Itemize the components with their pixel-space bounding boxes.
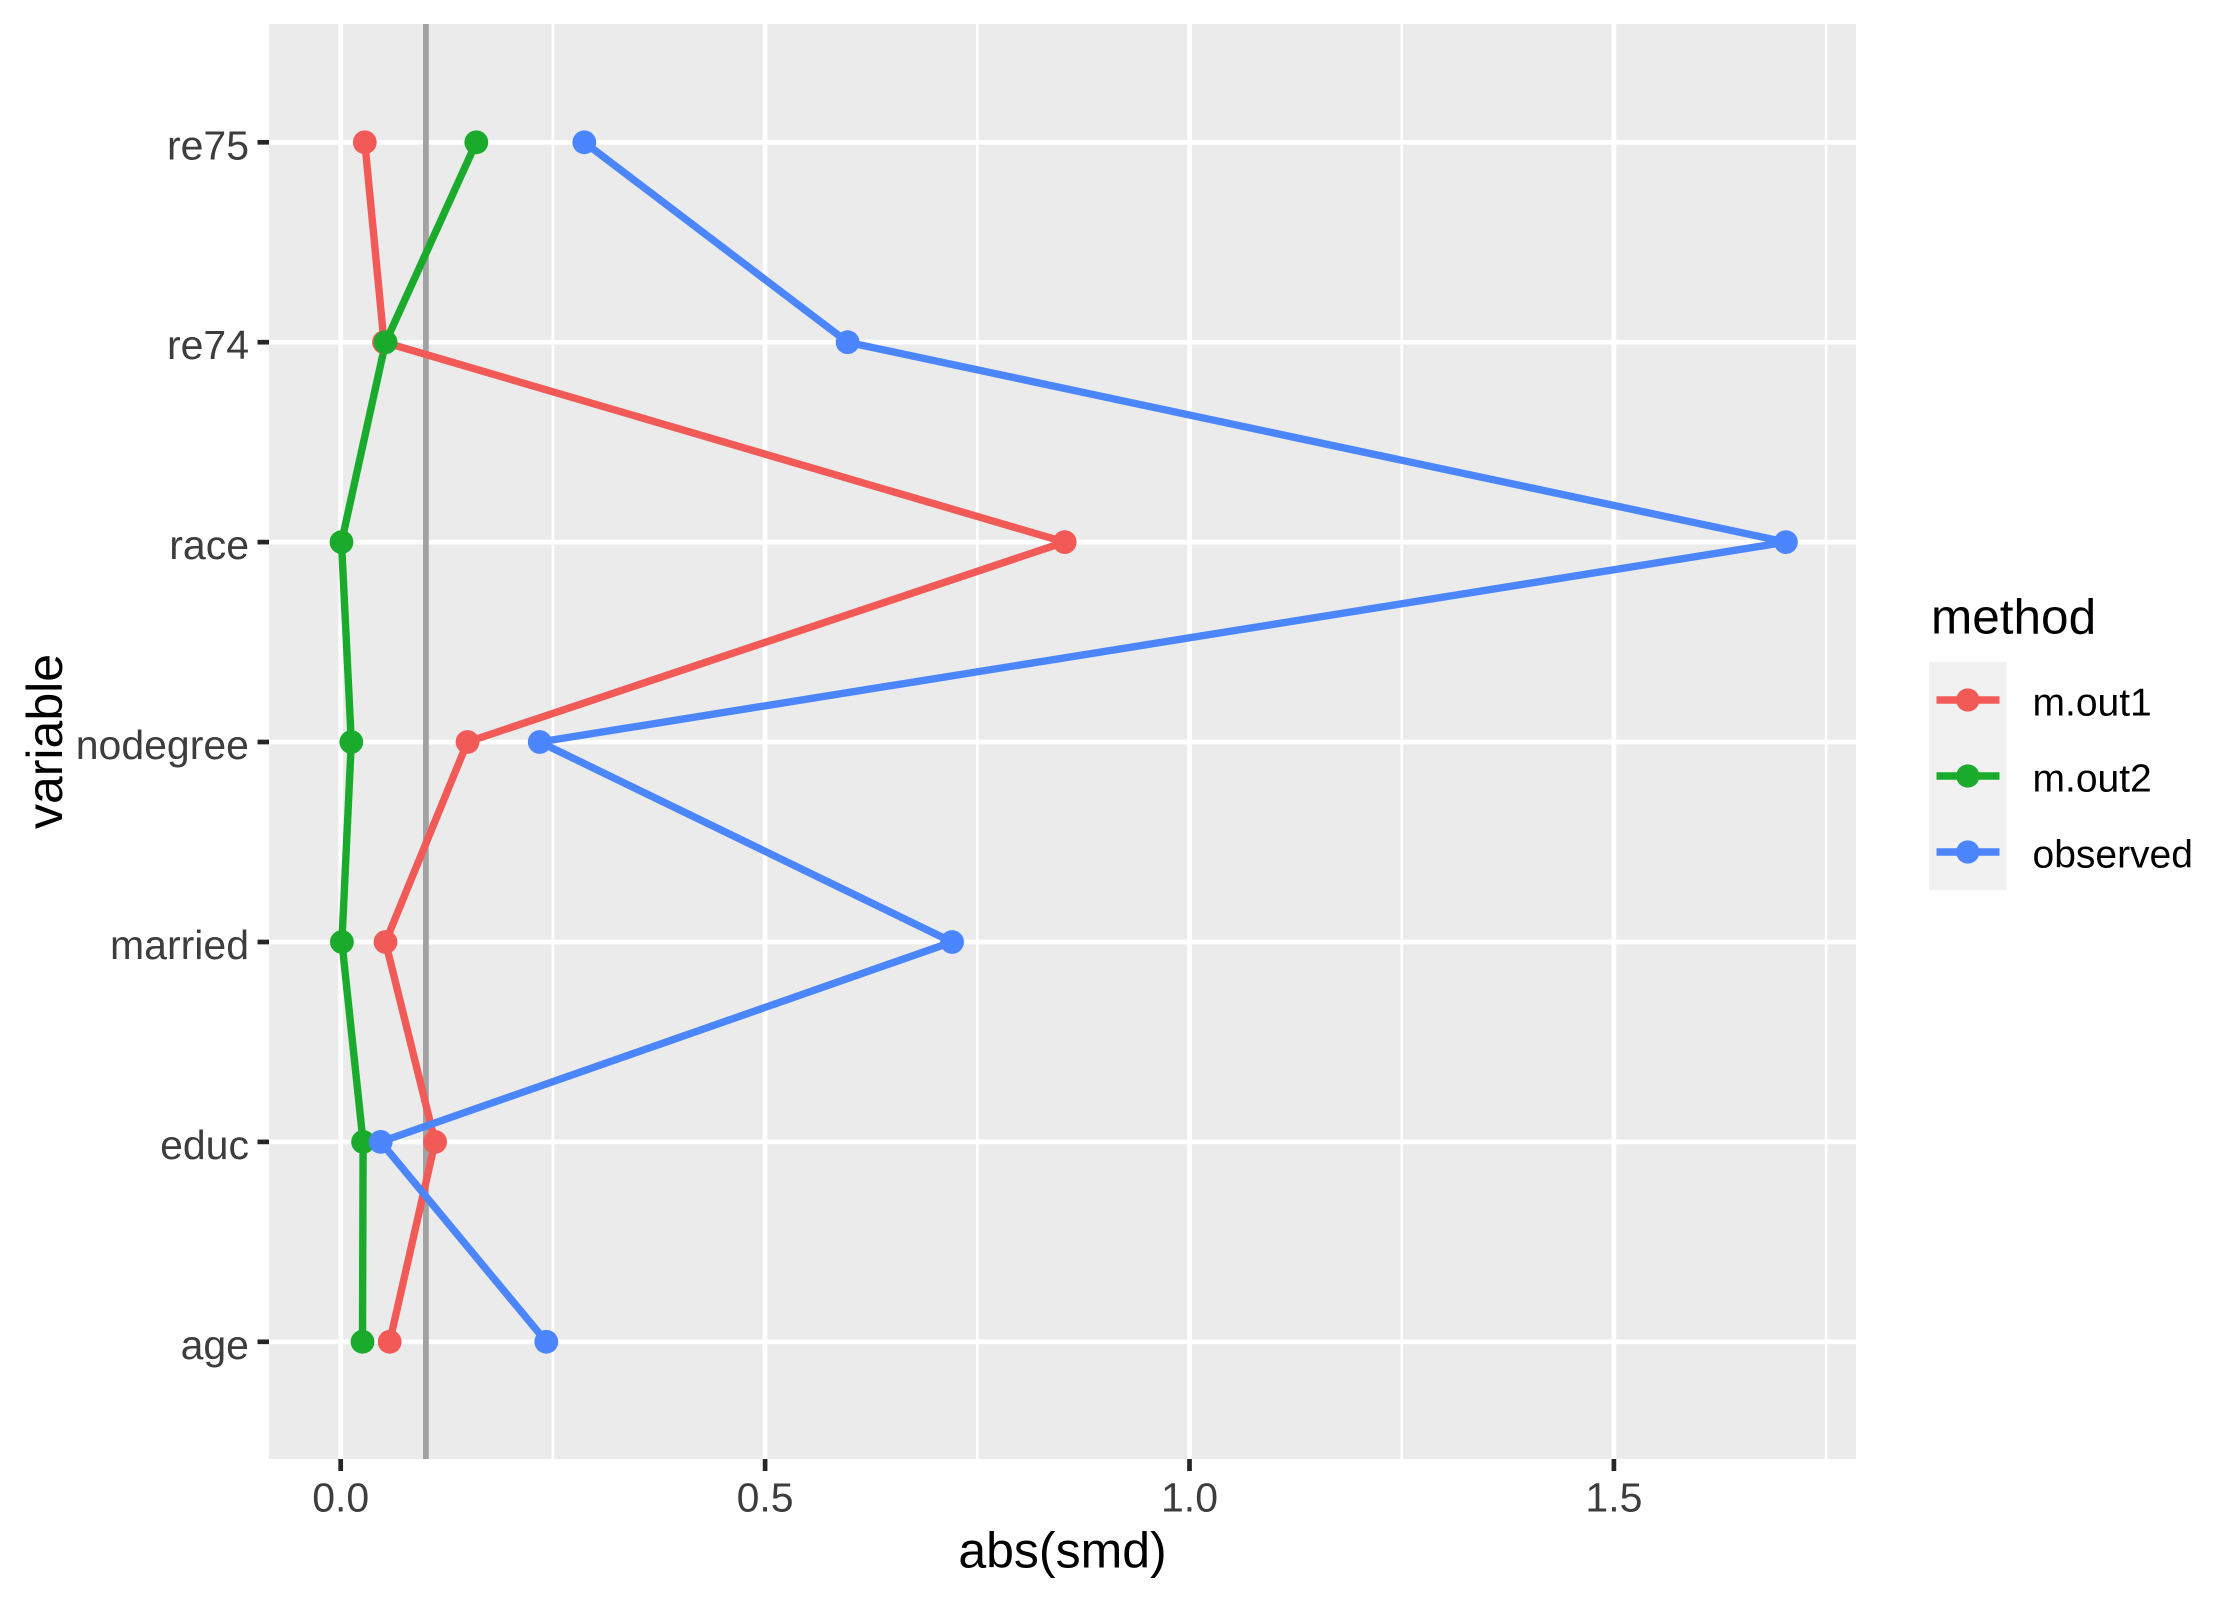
svg-text:nodegree: nodegree	[76, 722, 249, 768]
svg-text:1.0: 1.0	[1161, 1475, 1218, 1521]
svg-text:educ: educ	[160, 1122, 249, 1168]
svg-text:variable: variable	[17, 654, 73, 829]
svg-text:race: race	[169, 522, 249, 568]
svg-text:age: age	[181, 1322, 249, 1368]
svg-text:m.out1: m.out1	[2033, 682, 2152, 725]
svg-text:re74: re74	[167, 322, 249, 368]
svg-text:married: married	[110, 922, 249, 968]
svg-text:method: method	[1931, 590, 2096, 645]
svg-text:re75: re75	[167, 122, 249, 168]
svg-text:observed: observed	[2033, 834, 2193, 877]
svg-text:0.0: 0.0	[312, 1475, 369, 1521]
svg-text:0.5: 0.5	[737, 1475, 794, 1521]
svg-text:m.out2: m.out2	[2033, 758, 2152, 801]
svg-text:1.5: 1.5	[1585, 1475, 1642, 1521]
svg-text:abs(smd): abs(smd)	[958, 1523, 1166, 1579]
